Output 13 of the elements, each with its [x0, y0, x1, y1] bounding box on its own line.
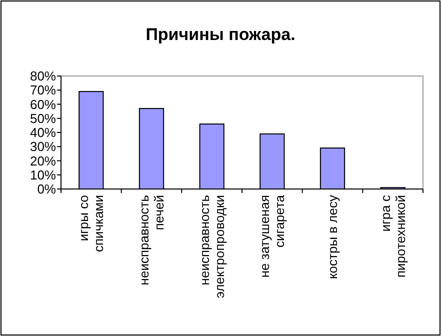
x-tick-label: неисправность печей	[136, 194, 167, 286]
y-tick-label: 60%	[30, 96, 56, 112]
y-tick-label: 70%	[30, 82, 56, 98]
y-tick-label: 30%	[30, 139, 56, 154]
y-tick-label: 0%	[37, 182, 56, 197]
x-tick-label: костры в лесу	[325, 194, 340, 280]
x-tick-label: игры со спичками	[76, 195, 106, 252]
y-tick-label: 80%	[30, 68, 56, 84]
y-tick-label: 40%	[30, 125, 56, 140]
chart-title: Причины пожара.	[146, 25, 296, 44]
y-tick-label: 10%	[30, 167, 56, 182]
y-tick-label: 20%	[30, 153, 56, 168]
y-tick-label: 50%	[30, 110, 56, 126]
